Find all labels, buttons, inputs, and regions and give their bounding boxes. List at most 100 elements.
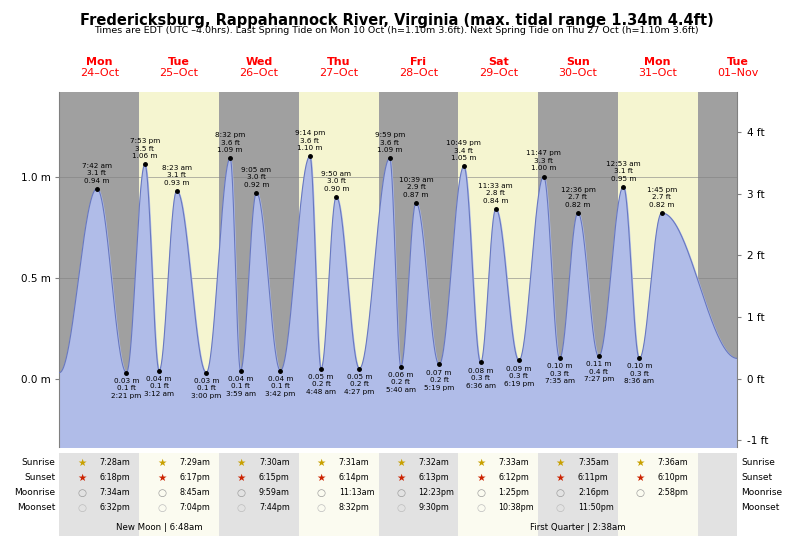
Text: 11:33 am
2.8 ft
0.84 m: 11:33 am 2.8 ft 0.84 m [478, 183, 513, 204]
Text: 2:58pm: 2:58pm [657, 488, 689, 497]
Text: 0.10 m
0.3 ft
8:36 am: 0.10 m 0.3 ft 8:36 am [624, 363, 654, 384]
Text: 0.04 m
0.1 ft
3:42 pm: 0.04 m 0.1 ft 3:42 pm [266, 376, 296, 397]
Text: ★: ★ [77, 458, 86, 468]
Bar [299, 453, 378, 536]
Text: ○: ○ [316, 488, 326, 498]
Text: ○: ○ [157, 503, 166, 513]
Text: ○: ○ [396, 488, 405, 498]
Text: 10:38pm: 10:38pm [498, 503, 534, 513]
Text: 6:18pm: 6:18pm [99, 473, 130, 482]
Text: 12:23pm: 12:23pm [419, 488, 454, 497]
Bar [378, 92, 458, 447]
Text: 7:33am: 7:33am [498, 458, 529, 467]
Text: ○: ○ [556, 488, 565, 498]
Text: ★: ★ [476, 473, 485, 483]
Text: 1:25pm: 1:25pm [498, 488, 529, 497]
Text: ★: ★ [635, 473, 645, 483]
Text: 0.10 m
0.3 ft
7:35 am: 0.10 m 0.3 ft 7:35 am [545, 363, 575, 384]
Text: 12:36 pm
2.7 ft
0.82 m: 12:36 pm 2.7 ft 0.82 m [561, 187, 596, 208]
Text: 10:49 pm
3.4 ft
1.05 m: 10:49 pm 3.4 ft 1.05 m [446, 140, 481, 161]
Bar [299, 92, 378, 447]
Text: ★: ★ [157, 473, 167, 483]
Text: ○: ○ [396, 503, 405, 513]
Text: 26–Oct: 26–Oct [239, 68, 278, 78]
Text: 0.09 m
0.3 ft
6:19 pm: 0.09 m 0.3 ft 6:19 pm [504, 365, 534, 386]
Text: 7:35am: 7:35am [578, 458, 609, 467]
Bar [698, 92, 737, 447]
Text: 27–Oct: 27–Oct [319, 68, 358, 78]
Text: 10:39 am
2.9 ft
0.87 m: 10:39 am 2.9 ft 0.87 m [399, 177, 433, 198]
Bar [378, 453, 458, 536]
Text: Wed: Wed [245, 57, 273, 67]
Text: 0.08 m
0.3 ft
6:36 am: 0.08 m 0.3 ft 6:36 am [465, 368, 496, 389]
Text: ○: ○ [77, 488, 86, 498]
Text: 0.03 m
0.1 ft
3:00 pm: 0.03 m 0.1 ft 3:00 pm [191, 378, 221, 399]
Text: Sunset: Sunset [25, 473, 56, 482]
Text: 7:28am: 7:28am [99, 458, 130, 467]
Text: 7:30am: 7:30am [259, 458, 289, 467]
Text: 12:53 am
3.1 ft
0.95 m: 12:53 am 3.1 ft 0.95 m [606, 161, 641, 182]
Text: ★: ★ [237, 458, 246, 468]
Text: 9:14 pm
3.6 ft
1.10 m: 9:14 pm 3.6 ft 1.10 m [295, 130, 325, 151]
Text: 8:32 pm
3.6 ft
1.09 m: 8:32 pm 3.6 ft 1.09 m [215, 132, 245, 153]
Text: 7:42 am
3.1 ft
0.94 m: 7:42 am 3.1 ft 0.94 m [82, 163, 112, 184]
Text: 30–Oct: 30–Oct [558, 68, 597, 78]
Text: ○: ○ [476, 488, 485, 498]
Text: 8:23 am
3.1 ft
0.93 m: 8:23 am 3.1 ft 0.93 m [162, 164, 192, 185]
Text: 9:30pm: 9:30pm [419, 503, 450, 513]
Text: 29–Oct: 29–Oct [479, 68, 518, 78]
Text: Sun: Sun [566, 57, 590, 67]
Text: 11:47 pm
3.3 ft
1.00 m: 11:47 pm 3.3 ft 1.00 m [527, 150, 561, 171]
Text: New Moon | 6:48am: New Moon | 6:48am [116, 523, 202, 533]
Text: 7:29am: 7:29am [179, 458, 210, 467]
Text: Moonset: Moonset [17, 503, 56, 513]
Text: 0.05 m
0.2 ft
4:27 pm: 0.05 m 0.2 ft 4:27 pm [344, 374, 374, 395]
Text: 6:11pm: 6:11pm [578, 473, 609, 482]
Text: 9:59 pm
3.6 ft
1.09 m: 9:59 pm 3.6 ft 1.09 m [374, 132, 405, 153]
Text: 6:12pm: 6:12pm [498, 473, 529, 482]
Text: 6:15pm: 6:15pm [259, 473, 289, 482]
Bar [618, 453, 698, 536]
Text: ★: ★ [237, 473, 246, 483]
Text: ○: ○ [237, 488, 246, 498]
Text: 31–Oct: 31–Oct [638, 68, 677, 78]
Text: ○: ○ [316, 503, 326, 513]
Bar [219, 92, 299, 447]
Text: 0.04 m
0.1 ft
3:12 am: 0.04 m 0.1 ft 3:12 am [144, 376, 174, 397]
Text: 2:16pm: 2:16pm [578, 488, 609, 497]
Text: Mon: Mon [645, 57, 671, 67]
Text: Moonset: Moonset [741, 503, 780, 513]
Bar [458, 453, 538, 536]
Text: ★: ★ [77, 473, 86, 483]
Bar [538, 92, 618, 447]
Text: ○: ○ [556, 503, 565, 513]
Text: 0.03 m
0.1 ft
2:21 pm: 0.03 m 0.1 ft 2:21 pm [111, 378, 142, 399]
Bar [59, 92, 140, 447]
Bar [59, 453, 140, 536]
Text: 6:14pm: 6:14pm [339, 473, 370, 482]
Text: 8:45am: 8:45am [179, 488, 210, 497]
Text: Fredericksburg, Rappahannock River, Virginia (max. tidal range 1.34m 4.4ft): Fredericksburg, Rappahannock River, Virg… [79, 13, 714, 29]
Bar [219, 453, 299, 536]
Text: 0.11 m
0.4 ft
7:27 pm: 0.11 m 0.4 ft 7:27 pm [584, 362, 614, 383]
Text: Sunrise: Sunrise [741, 458, 776, 467]
Text: ○: ○ [77, 503, 86, 513]
Text: 11:50pm: 11:50pm [578, 503, 614, 513]
Bar [618, 92, 698, 447]
Text: 7:04pm: 7:04pm [179, 503, 210, 513]
Bar [140, 453, 219, 536]
Text: 8:32pm: 8:32pm [339, 503, 370, 513]
Text: 9:05 am
3.0 ft
0.92 m: 9:05 am 3.0 ft 0.92 m [242, 167, 271, 188]
Text: 6:10pm: 6:10pm [657, 473, 688, 482]
Text: ★: ★ [316, 458, 326, 468]
Text: 11:13am: 11:13am [339, 488, 374, 497]
Text: ★: ★ [556, 473, 565, 483]
Bar [458, 92, 538, 447]
Text: 0.07 m
0.2 ft
5:19 pm: 0.07 m 0.2 ft 5:19 pm [424, 370, 454, 391]
Text: ★: ★ [635, 458, 645, 468]
Text: ○: ○ [636, 488, 645, 498]
Text: ○: ○ [237, 503, 246, 513]
Text: 01–Nov: 01–Nov [717, 68, 758, 78]
Text: Moonrise: Moonrise [741, 488, 783, 497]
Text: Tue: Tue [168, 57, 190, 67]
